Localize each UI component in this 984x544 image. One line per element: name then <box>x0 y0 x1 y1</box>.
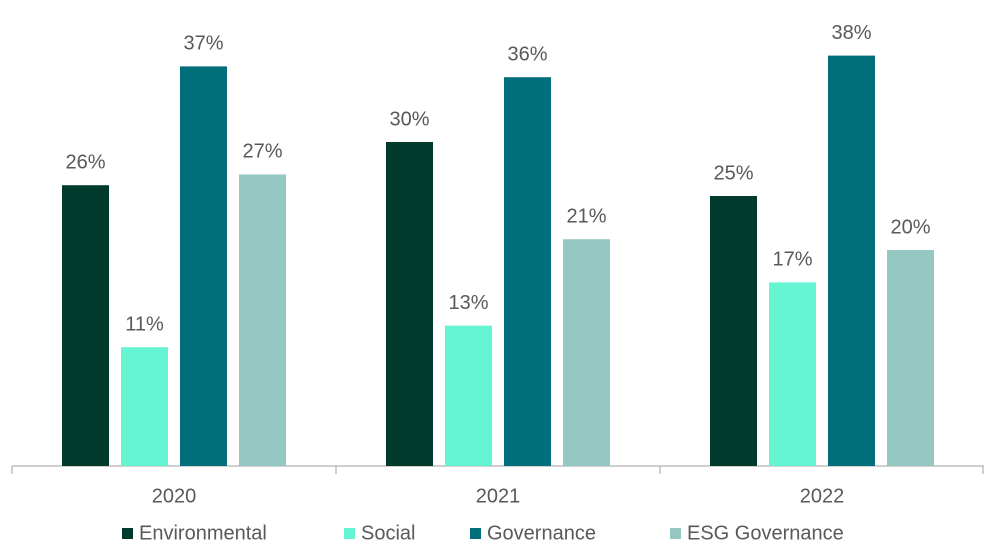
data-label: 25% <box>713 162 753 184</box>
data-label: 30% <box>389 108 429 130</box>
bar <box>710 196 757 466</box>
data-label: 20% <box>890 216 930 238</box>
bar <box>62 185 109 466</box>
legend-label: Social <box>361 522 415 544</box>
x-tick-label: 2022 <box>800 485 845 507</box>
legend-swatch <box>470 528 481 539</box>
x-tick-label: 2020 <box>152 485 197 507</box>
bar <box>386 142 433 466</box>
legend-label: Governance <box>487 522 596 544</box>
data-label: 37% <box>183 33 223 55</box>
data-label: 17% <box>772 249 812 271</box>
bar <box>180 66 227 467</box>
data-label: 38% <box>831 22 871 44</box>
bar <box>121 347 168 466</box>
x-tick-label: 2021 <box>476 485 521 507</box>
legend-swatch <box>344 528 355 539</box>
data-label: 36% <box>507 43 547 65</box>
bar <box>504 77 551 466</box>
bar <box>445 325 492 466</box>
data-label: 13% <box>448 292 488 314</box>
bar <box>887 250 934 466</box>
data-label: 11% <box>125 313 164 335</box>
data-label: 21% <box>566 205 606 227</box>
legend-swatch <box>122 528 133 539</box>
bar <box>828 55 875 466</box>
bar <box>769 282 816 466</box>
data-label: 27% <box>242 141 282 163</box>
legend-swatch <box>670 528 681 539</box>
bar <box>563 239 610 466</box>
data-label: 26% <box>65 151 105 173</box>
legend-label: ESG Governance <box>687 522 844 544</box>
legend-label: Environmental <box>139 522 267 544</box>
bar <box>239 174 286 466</box>
